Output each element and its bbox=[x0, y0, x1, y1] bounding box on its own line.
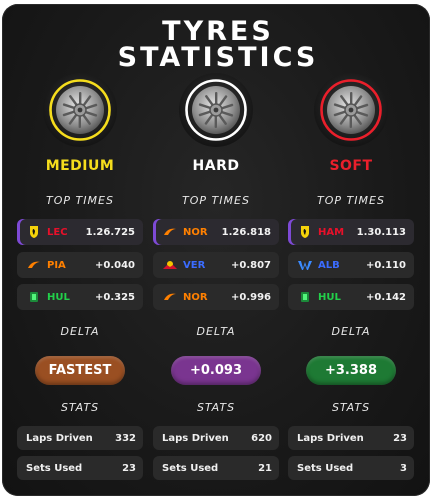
lap-time: 1.26.725 bbox=[85, 226, 135, 238]
laps-driven-label: Laps Driven bbox=[162, 432, 229, 444]
top-time-row[interactable]: NOR +0.996 bbox=[153, 284, 279, 310]
driver-code: NOR bbox=[183, 291, 208, 303]
laps-driven-label: Laps Driven bbox=[297, 432, 364, 444]
sets-used-label: Sets Used bbox=[297, 462, 354, 474]
top-time-row[interactable]: VER +0.807 bbox=[153, 252, 279, 278]
tyre-icon bbox=[178, 72, 254, 148]
delta-badge: +3.388 bbox=[306, 356, 396, 385]
mclaren-icon bbox=[163, 226, 177, 238]
tyre-icon bbox=[42, 72, 118, 148]
sauber-icon bbox=[27, 291, 41, 303]
section-top-times: TOP TIMES bbox=[46, 194, 114, 207]
driver-code: HUL bbox=[318, 291, 341, 303]
lap-time: +0.040 bbox=[94, 259, 135, 271]
lap-time: +0.807 bbox=[230, 259, 271, 271]
section-stats: STATS bbox=[196, 401, 236, 414]
top-time-row[interactable]: HAM 1.30.113 bbox=[288, 219, 414, 245]
williams-icon bbox=[298, 259, 312, 271]
top-time-row[interactable]: PIA +0.040 bbox=[17, 252, 143, 278]
sets-used-row: Sets Used 3 bbox=[288, 456, 414, 480]
lap-time: 1.30.113 bbox=[356, 226, 406, 238]
sets-used-row: Sets Used 21 bbox=[153, 456, 279, 480]
compound-name: MEDIUM bbox=[45, 158, 115, 174]
delta-badge: FASTEST bbox=[35, 356, 125, 385]
laps-driven-row: Laps Driven 620 bbox=[153, 426, 279, 450]
section-top-times: TOP TIMES bbox=[317, 194, 385, 207]
sets-used-value: 21 bbox=[258, 462, 272, 474]
lap-time: +0.325 bbox=[94, 291, 135, 303]
lap-time: +0.142 bbox=[365, 291, 406, 303]
laps-driven-value: 23 bbox=[393, 432, 407, 444]
section-delta: DELTA bbox=[331, 325, 371, 338]
compound-name: SOFT bbox=[329, 158, 373, 174]
sets-used-row: Sets Used 23 bbox=[17, 456, 143, 480]
driver-code: HUL bbox=[47, 291, 70, 303]
tyre-icon bbox=[313, 72, 389, 148]
section-delta: DELTA bbox=[196, 325, 236, 338]
redbull-icon bbox=[163, 259, 177, 271]
section-top-times: TOP TIMES bbox=[182, 194, 250, 207]
laps-driven-row: Laps Driven 332 bbox=[17, 426, 143, 450]
sets-used-value: 3 bbox=[400, 462, 407, 474]
top-time-row[interactable]: LEC 1.26.725 bbox=[17, 219, 143, 245]
compound-name: HARD bbox=[192, 158, 240, 174]
section-stats: STATS bbox=[60, 401, 100, 414]
laps-driven-value: 332 bbox=[115, 432, 136, 444]
page-title-line2: STATISTICS bbox=[117, 42, 319, 73]
laps-driven-label: Laps Driven bbox=[26, 432, 93, 444]
driver-code: LEC bbox=[47, 226, 68, 238]
lap-time: 1.26.818 bbox=[221, 226, 271, 238]
laps-driven-value: 620 bbox=[251, 432, 272, 444]
driver-code: VER bbox=[183, 259, 206, 271]
driver-code: PIA bbox=[47, 259, 66, 271]
laps-driven-row: Laps Driven 23 bbox=[288, 426, 414, 450]
top-time-row[interactable]: HUL +0.142 bbox=[288, 284, 414, 310]
ferrari-icon bbox=[27, 226, 41, 238]
sets-used-label: Sets Used bbox=[26, 462, 83, 474]
page-title-line1: TYRES bbox=[162, 16, 274, 47]
lap-time: +0.110 bbox=[365, 259, 406, 271]
sets-used-value: 23 bbox=[122, 462, 136, 474]
driver-code: NOR bbox=[183, 226, 208, 238]
delta-badge: +0.093 bbox=[171, 356, 261, 385]
section-stats: STATS bbox=[331, 401, 371, 414]
mclaren-icon bbox=[27, 259, 41, 271]
sauber-icon bbox=[298, 291, 312, 303]
top-time-row[interactable]: NOR 1.26.818 bbox=[153, 219, 279, 245]
sets-used-label: Sets Used bbox=[162, 462, 219, 474]
ferrari-icon bbox=[298, 226, 312, 238]
mclaren-icon bbox=[163, 291, 177, 303]
top-time-row[interactable]: HUL +0.325 bbox=[17, 284, 143, 310]
lap-time: +0.996 bbox=[230, 291, 271, 303]
driver-code: HAM bbox=[318, 226, 345, 238]
section-delta: DELTA bbox=[60, 325, 100, 338]
top-time-row[interactable]: ALB +0.110 bbox=[288, 252, 414, 278]
driver-code: ALB bbox=[318, 259, 340, 271]
